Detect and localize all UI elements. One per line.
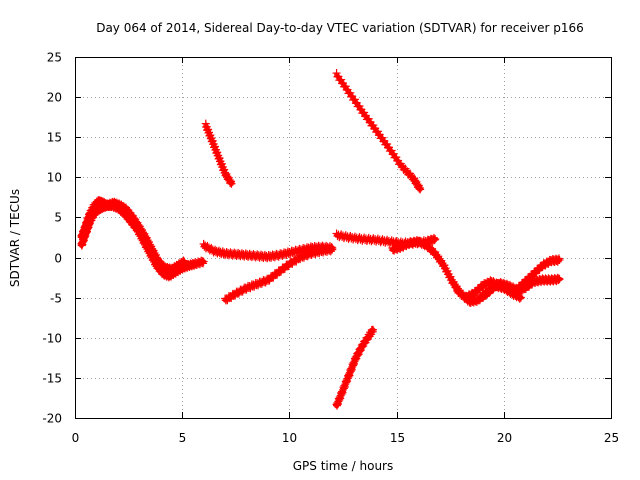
y-tick-label: -15 [42, 372, 62, 386]
y-tick-label: -5 [50, 292, 62, 306]
data-track-band [203, 122, 235, 187]
y-tick-label: 20 [47, 91, 62, 105]
satellite-track-5 [201, 119, 236, 188]
x-tick-label: 0 [72, 431, 80, 445]
x-axis-label: GPS time / hours [293, 459, 394, 473]
satellite-track-2 [77, 197, 189, 276]
x-tick-label: 5 [179, 431, 187, 445]
data-track-band [78, 200, 187, 273]
data-track-band [334, 327, 376, 409]
data-track-band [201, 243, 335, 260]
plot-frame [75, 57, 612, 419]
x-tick-label: 20 [497, 431, 512, 445]
y-axis-label: SDTVAR / TECUs [8, 189, 22, 287]
chart-title: Day 064 of 2014, Sidereal Day-to-day VTE… [96, 21, 584, 35]
y-tick-label: 5 [54, 211, 62, 225]
data-track-band [479, 257, 563, 299]
y-tick-label: 25 [47, 51, 62, 65]
y-tick-label: 15 [47, 131, 62, 145]
satellite-track-4 [221, 244, 337, 305]
axes: 0 5 10 15 20 25 -20 -15 -10 -5 0 5 10 15 20 25 [42, 51, 619, 446]
satellite-track-11 [478, 254, 564, 301]
y-tick-label: 0 [54, 252, 62, 266]
satellite-track-6 [332, 69, 425, 194]
y-tick-label: -10 [42, 332, 62, 346]
data-track-band [454, 276, 563, 301]
x-tick-label: 10 [282, 431, 297, 445]
satellite-track-7 [332, 325, 378, 410]
x-tick-label: 15 [390, 431, 405, 445]
grid-lines [75, 57, 611, 418]
x-tick-label: 25 [604, 431, 619, 445]
y-tick-label: 10 [47, 171, 62, 185]
data-points [77, 69, 564, 410]
data-track-band [222, 247, 335, 303]
y-tick-label: -20 [42, 412, 62, 426]
data-track-band [334, 72, 423, 192]
